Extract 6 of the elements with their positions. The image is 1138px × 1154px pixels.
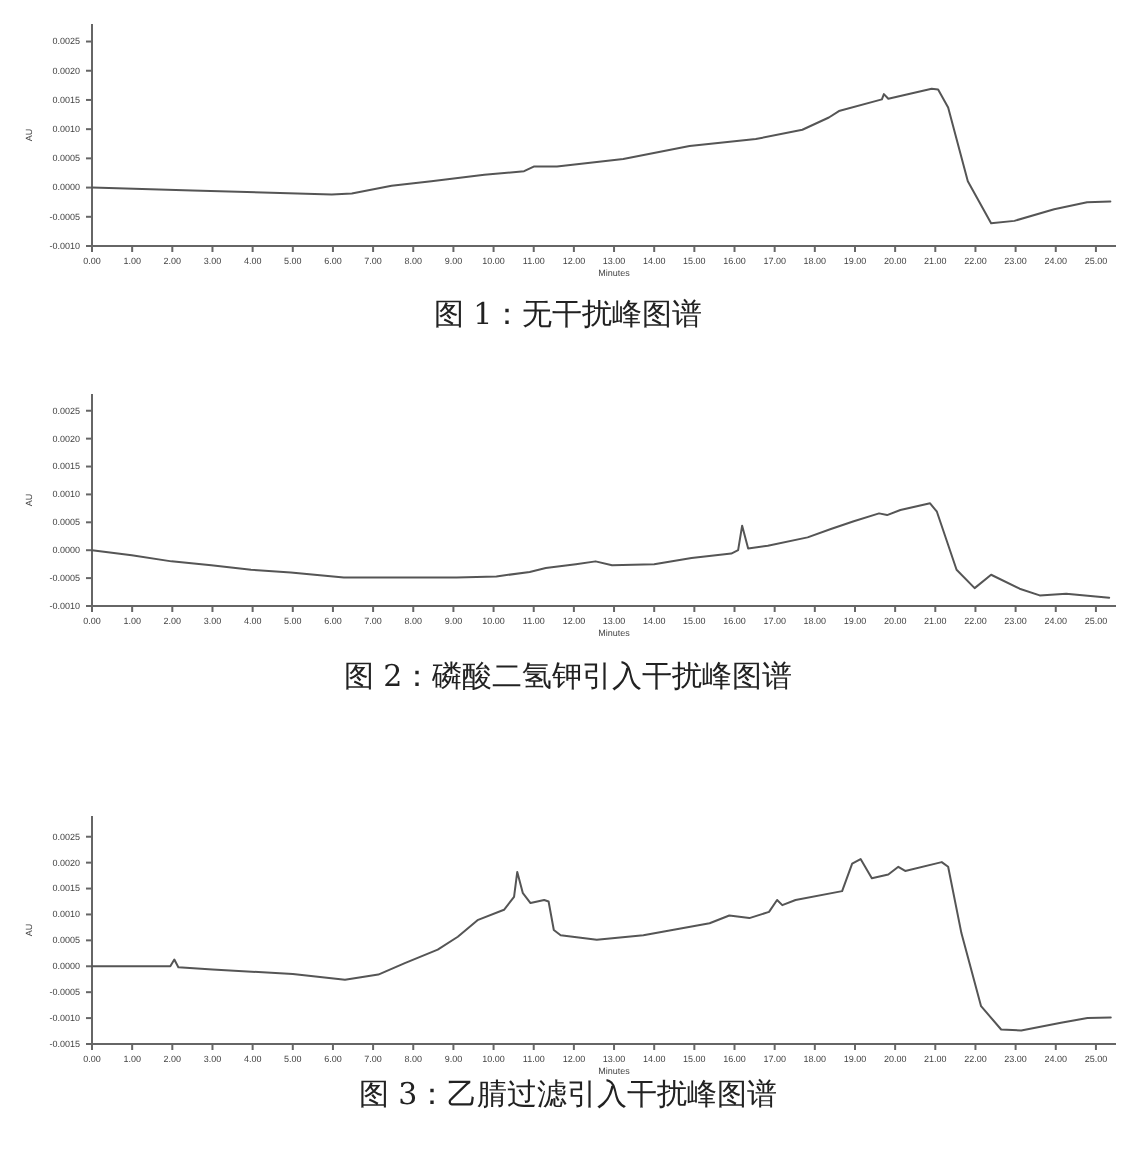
text: 图 3：乙腈过滤引入干扰峰图谱	[358, 1076, 778, 1112]
line-series	[91, 858, 1112, 1032]
text: 图 2：磷酸二氢钾引入干扰峰图谱	[343, 658, 793, 694]
text: 图 1：无干扰峰图谱	[433, 296, 703, 332]
line-series	[91, 502, 1111, 599]
line-series	[91, 87, 1112, 225]
